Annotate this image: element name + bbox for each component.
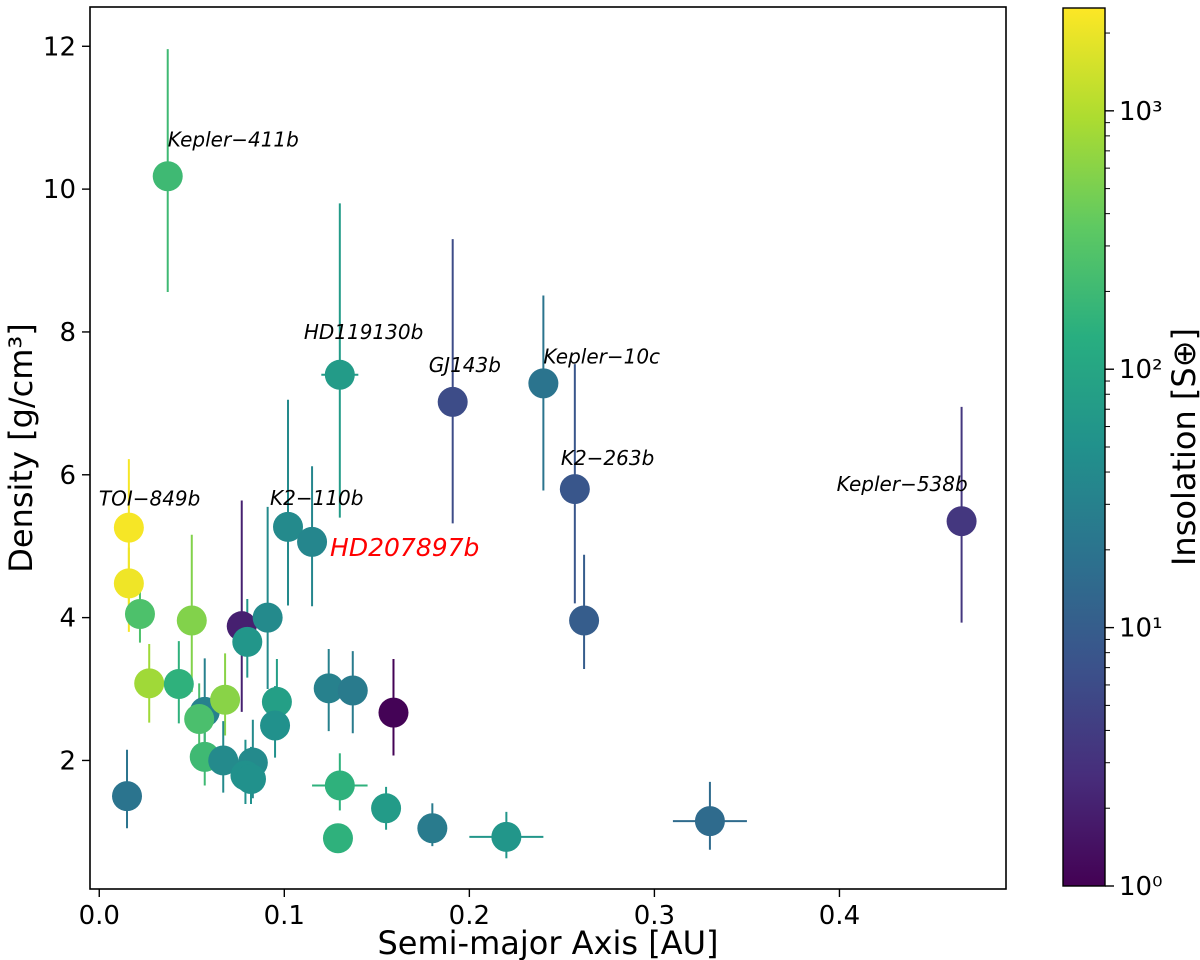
data-point bbox=[252, 602, 283, 633]
data-point bbox=[324, 770, 355, 801]
point-label: K2−263b bbox=[561, 446, 654, 470]
data-point bbox=[694, 806, 725, 837]
colorbar-tick-label: 10¹ bbox=[1119, 614, 1163, 644]
y-tick-label: 8 bbox=[59, 318, 76, 348]
data-point bbox=[113, 512, 144, 543]
colorbar-tick-label: 10² bbox=[1119, 355, 1163, 385]
data-point bbox=[322, 823, 353, 854]
data-point bbox=[946, 506, 977, 537]
data-point bbox=[210, 684, 241, 715]
y-axis-label: Density [g/cm³] bbox=[2, 323, 40, 572]
data-point bbox=[232, 626, 263, 657]
x-axis-ticks: 0.0 0.1 0.2 0.3 0.4 bbox=[79, 889, 860, 931]
point-label: HD119130b bbox=[304, 320, 423, 344]
point-label: HD207897b bbox=[330, 533, 479, 562]
data-point bbox=[559, 474, 590, 505]
data-point bbox=[528, 368, 559, 399]
data-point bbox=[184, 704, 215, 735]
data-point bbox=[176, 605, 207, 636]
point-label: Kepler−538b bbox=[837, 472, 968, 496]
x-tick-label: 0.3 bbox=[634, 901, 675, 931]
data-point bbox=[378, 697, 409, 728]
data-point bbox=[124, 599, 155, 630]
point-label: Kepler−10c bbox=[543, 344, 660, 368]
y-tick-label: 10 bbox=[43, 175, 76, 205]
data-point bbox=[261, 686, 292, 717]
point-label: Kepler−411b bbox=[168, 127, 299, 151]
data-point bbox=[569, 605, 600, 636]
colorbar-tick-label: 10³ bbox=[1119, 97, 1163, 127]
x-tick-label: 0.4 bbox=[819, 901, 860, 931]
point-label: TOI−849b bbox=[99, 487, 200, 511]
colorbar-tick-label: 10⁰ bbox=[1119, 872, 1163, 902]
data-point bbox=[208, 745, 239, 776]
x-tick-label: 0.1 bbox=[264, 901, 305, 931]
data-point bbox=[337, 675, 368, 706]
colorbar bbox=[1062, 7, 1106, 887]
data-point bbox=[113, 568, 144, 599]
data-point bbox=[152, 161, 183, 192]
data-point bbox=[437, 386, 468, 417]
x-tick-label: 0.2 bbox=[449, 901, 490, 931]
data-point bbox=[371, 793, 402, 824]
data-point bbox=[112, 781, 143, 812]
data-points bbox=[112, 161, 977, 854]
data-point bbox=[313, 673, 344, 704]
point-label: K2−110b bbox=[270, 486, 363, 510]
data-point bbox=[273, 511, 304, 542]
data-point bbox=[134, 668, 165, 699]
colorbar-label: Insolation [S⊕] bbox=[1165, 328, 1200, 566]
y-tick-label: 6 bbox=[59, 461, 76, 491]
x-tick-label: 0.0 bbox=[79, 901, 120, 931]
y-tick-label: 12 bbox=[43, 32, 76, 62]
data-point bbox=[235, 764, 266, 795]
point-label: GJ143b bbox=[429, 353, 501, 377]
data-point bbox=[260, 710, 291, 741]
data-point bbox=[491, 821, 522, 852]
data-point bbox=[163, 669, 194, 700]
plot-area bbox=[89, 6, 1007, 890]
data-point bbox=[324, 359, 355, 390]
y-axis-ticks: 2 4 6 8 10 12 bbox=[43, 32, 90, 776]
y-tick-label: 4 bbox=[59, 604, 76, 634]
colorbar-ticks: 10⁰ 10¹ 10² 10³ bbox=[1105, 32, 1163, 902]
data-point bbox=[297, 526, 328, 557]
data-point bbox=[417, 813, 448, 844]
y-tick-label: 2 bbox=[59, 746, 76, 776]
x-axis-label: Semi-major Axis [AU] bbox=[377, 924, 718, 960]
